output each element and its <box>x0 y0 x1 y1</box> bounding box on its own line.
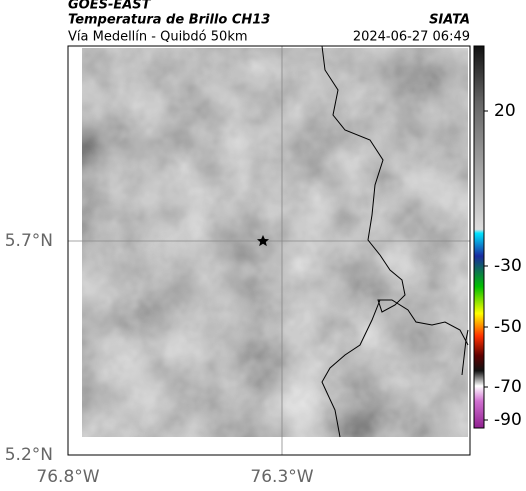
colorbar-tick-label: -50 <box>494 317 522 337</box>
satellite: GOES-EAST <box>68 0 152 13</box>
colorbar-tick-label: -30 <box>494 256 522 276</box>
lat-label: 5.2°N <box>5 445 53 465</box>
lon-label: 76.3°W <box>250 467 313 487</box>
colorbar-tick-label: -90 <box>494 410 522 430</box>
lon-label: 76.8°W <box>36 467 99 487</box>
border <box>321 45 469 438</box>
satellite-image <box>82 48 468 437</box>
lat-label: 5.7°N <box>5 231 53 251</box>
colorbar <box>473 45 485 429</box>
region: Vía Medellín - Quibdó 50km <box>68 30 248 45</box>
location-marker <box>257 235 269 247</box>
source: SIATA <box>429 13 470 28</box>
product: Temperatura de Brillo CH13 <box>68 13 270 28</box>
datetime: 2024-06-27 06:49 <box>353 30 470 45</box>
colorbar-tick-label: -70 <box>494 377 522 397</box>
colorbar-tick-label: 20 <box>494 101 516 121</box>
map-frame <box>67 45 471 456</box>
colorbar-ticks: 20 -30 -50 -70 -90 <box>484 101 522 430</box>
